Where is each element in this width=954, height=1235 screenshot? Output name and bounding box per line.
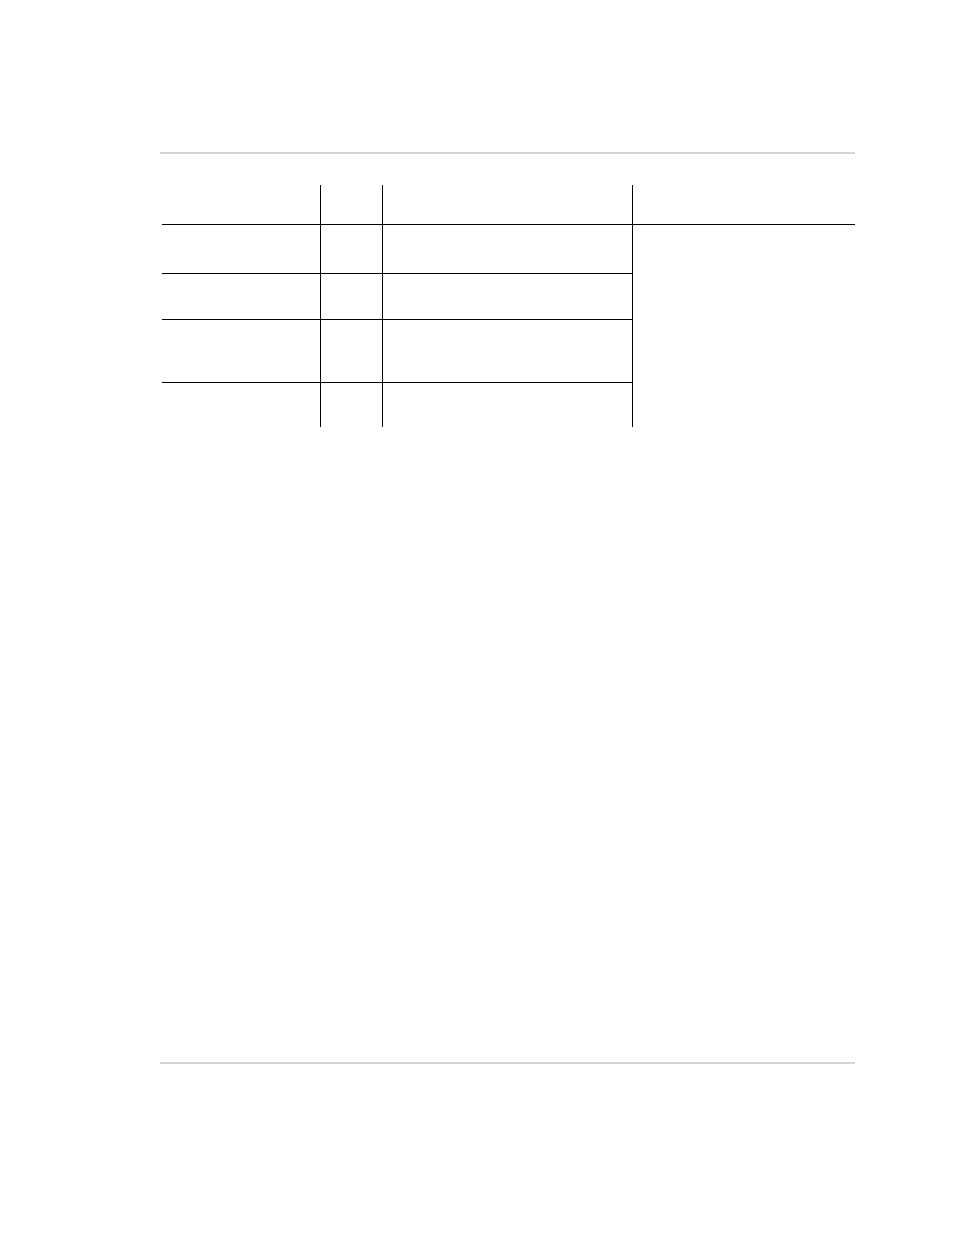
table-cell <box>162 319 320 382</box>
table-cell <box>382 273 632 319</box>
table-cell <box>382 319 632 382</box>
page-rule-bottom <box>160 1062 855 1064</box>
table-header-cell <box>382 185 632 224</box>
table-cell <box>382 382 632 427</box>
data-table <box>162 185 632 427</box>
table-cell <box>320 382 382 427</box>
table-cell <box>162 273 320 319</box>
table-cell <box>162 382 320 427</box>
page <box>0 0 954 1235</box>
table-cell <box>320 224 382 273</box>
table-cell <box>320 273 382 319</box>
table-header-cell <box>162 185 320 224</box>
page-rule-top <box>160 152 855 154</box>
table-cell <box>382 224 632 273</box>
table-cell <box>162 224 320 273</box>
table-cell <box>320 319 382 382</box>
table-header-cell <box>320 185 382 224</box>
table-col-sep <box>632 185 633 427</box>
